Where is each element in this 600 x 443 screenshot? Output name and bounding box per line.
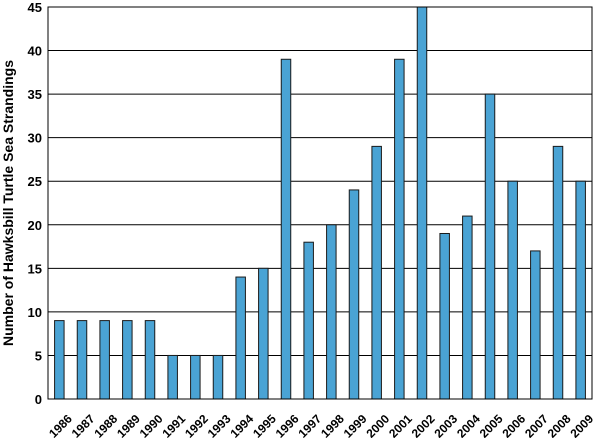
y-tick-labels: 0 5 10 15 20 25 30 35 40 45 [28, 0, 42, 407]
bar-1998 [326, 224, 337, 400]
bar-1990 [144, 320, 156, 400]
y-tick-label: 25 [28, 174, 42, 189]
y-tick-label: 30 [28, 131, 42, 146]
bar-1992 [190, 354, 201, 400]
bar-1989 [122, 320, 133, 400]
y-tick-label: 10 [28, 305, 42, 320]
bar-2005 [484, 93, 496, 400]
x-tick-label: 2009 [567, 412, 596, 438]
bar-1993 [212, 354, 224, 400]
bar-2004 [462, 215, 473, 400]
y-tick-label: 0 [35, 392, 42, 407]
bar-1999 [348, 189, 360, 400]
bar-2003 [439, 232, 450, 400]
plot-frame [47, 6, 593, 400]
bar-2008 [552, 145, 564, 400]
y-tick-label: 20 [28, 218, 42, 233]
bar-1987 [76, 320, 88, 400]
bars [54, 6, 586, 400]
y-tick-label: 40 [28, 44, 42, 59]
bar-1995 [258, 267, 269, 400]
y-axis-label: Number of Hawksbill Turtle Sea Stranding… [0, 60, 16, 346]
y-tick-label: 5 [35, 348, 42, 363]
gridlines [48, 50, 592, 356]
bar-1997 [303, 241, 314, 400]
bar-1986 [54, 320, 65, 400]
bar-1996 [280, 58, 292, 400]
bar-1988 [99, 320, 110, 400]
bar-2006 [507, 180, 518, 400]
y-tick-label: 15 [28, 261, 42, 276]
y-tick-label: 45 [28, 0, 42, 15]
bar-2002 [416, 6, 428, 400]
bar-2000 [371, 145, 382, 400]
axes [47, 6, 593, 400]
bar-1991 [167, 354, 178, 400]
bar-2009 [575, 180, 586, 400]
bar-2001 [394, 58, 405, 400]
bar-2007 [530, 250, 541, 400]
bar-1994 [235, 276, 246, 400]
x-tick-labels: 1986198719881989199019911992199319941995… [46, 412, 596, 441]
y-tick-label: 35 [28, 87, 42, 102]
